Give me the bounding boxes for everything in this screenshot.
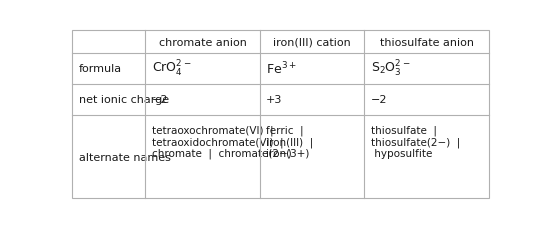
Text: net ionic charge: net ionic charge: [78, 95, 169, 105]
Text: −2: −2: [152, 95, 168, 105]
Text: iron(III) cation: iron(III) cation: [273, 37, 351, 47]
Text: ferric  |: ferric |: [266, 126, 304, 136]
Text: iron(3+): iron(3+): [266, 148, 310, 158]
Text: hyposulfite: hyposulfite: [370, 148, 432, 158]
Text: tetraoxidochromate(VI)  |: tetraoxidochromate(VI) |: [152, 137, 283, 147]
Text: $\mathregular{CrO_4^{2-}}$: $\mathregular{CrO_4^{2-}}$: [152, 59, 191, 79]
Text: formula: formula: [78, 64, 122, 74]
Text: iron(III)  |: iron(III) |: [266, 137, 313, 147]
Text: −2: −2: [370, 95, 387, 105]
Text: alternate names: alternate names: [78, 152, 170, 162]
Text: chromate  |  chromate(2−): chromate | chromate(2−): [152, 148, 292, 159]
Text: $\mathregular{Fe^{3+}}$: $\mathregular{Fe^{3+}}$: [266, 61, 296, 77]
Text: thiosulfate(2−)  |: thiosulfate(2−) |: [370, 137, 460, 147]
Text: chromate anion: chromate anion: [159, 37, 247, 47]
Text: tetraoxochromate(VI)  |: tetraoxochromate(VI) |: [152, 126, 273, 136]
Text: thiosulfate anion: thiosulfate anion: [380, 37, 474, 47]
Text: thiosulfate  |: thiosulfate |: [370, 126, 437, 136]
Text: $\mathregular{S_2O_3^{2-}}$: $\mathregular{S_2O_3^{2-}}$: [370, 59, 410, 79]
Text: +3: +3: [266, 95, 282, 105]
